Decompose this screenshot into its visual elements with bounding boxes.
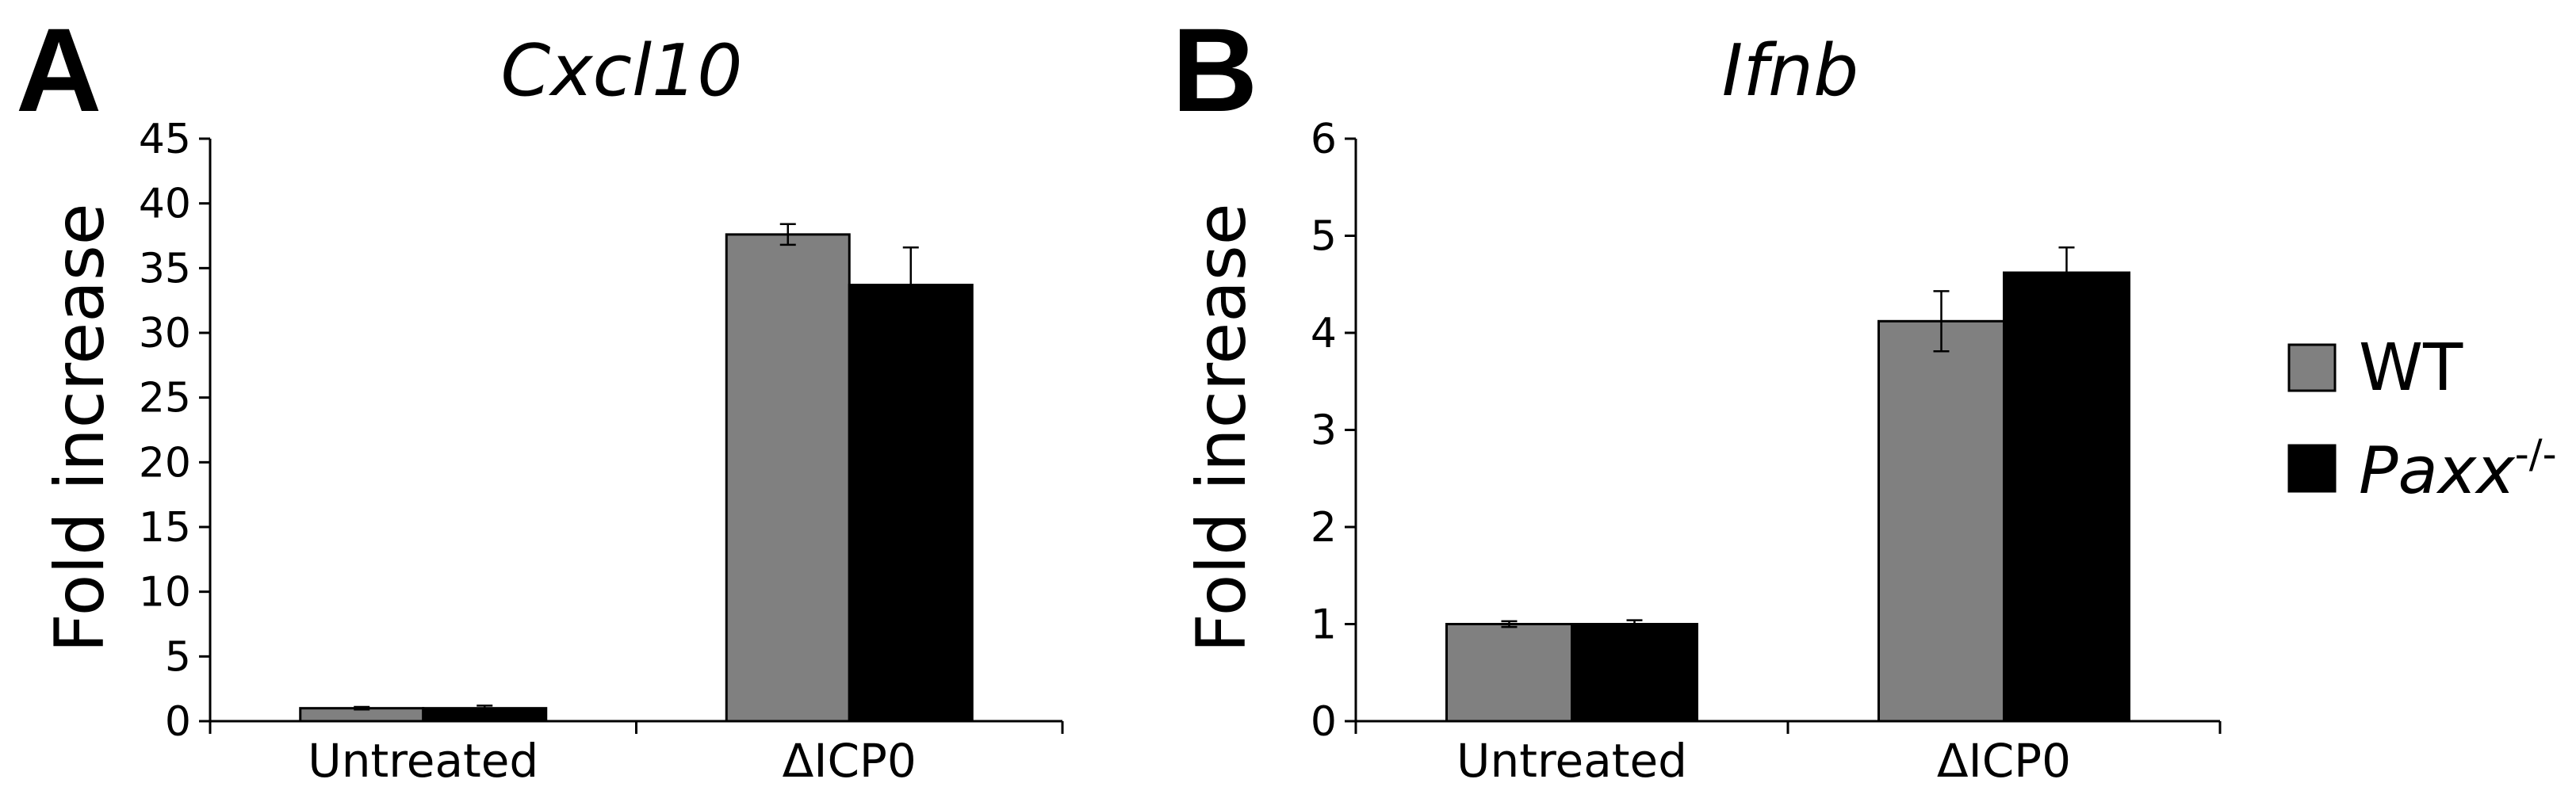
x-tick-label: ΔICP0: [1937, 734, 2071, 788]
panel-b-error-bars: [1501, 246, 2075, 629]
panel-b: B Ifnb Fold increase 0 1 2 3 4 5 6 Untreated ΔI…: [1172, 3, 2222, 788]
y-tick-label: 4: [1311, 310, 1337, 357]
y-tick-label: 2: [1311, 504, 1337, 552]
legend-label-wt: WT: [2359, 330, 2463, 406]
panel-a-y-axis-label: Fold increase: [40, 203, 120, 652]
panel-a-x-ticks: Untreated ΔICP0: [308, 734, 917, 788]
y-tick-label: 20: [139, 439, 191, 487]
error-bar: [477, 705, 493, 712]
y-tick-label: 3: [1311, 407, 1337, 455]
error-bar: [354, 705, 370, 711]
panel-b-bars: [1445, 271, 2130, 723]
x-tick-label: Untreated: [1456, 734, 1687, 788]
panel-b-axes: [1354, 139, 2222, 734]
bar-paxx-dicp0: [2003, 271, 2130, 723]
bar-paxx-dicp0: [848, 284, 974, 723]
error-bar: [902, 246, 919, 324]
panel-b-title: Ifnb: [1722, 29, 1858, 113]
error-bar: [1626, 619, 1643, 629]
legend-label-paxx: Paxx-/-: [2359, 431, 2557, 509]
panel-a-error-bars: [354, 223, 919, 712]
error-bar: [779, 223, 796, 246]
error-bar: [1501, 620, 1518, 628]
legend-label-paxx-name: Paxx: [2359, 433, 2516, 509]
panel-b-x-ticks: Untreated ΔICP0: [1456, 734, 2071, 788]
y-tick-label: 0: [165, 698, 191, 746]
bar-wt-dicp0: [1877, 319, 2005, 723]
y-tick-label: 25: [139, 375, 191, 422]
panel-b-y-axis-label: Fold increase: [1182, 203, 1261, 652]
y-tick-label: 1: [1311, 602, 1337, 649]
y-tick-label: 5: [165, 633, 191, 681]
x-tick-label: ΔICP0: [783, 734, 917, 788]
y-tick-label: 30: [139, 310, 191, 357]
error-bar: [1933, 290, 1950, 353]
y-tick-label: 10: [139, 569, 191, 617]
panel-a-bars: [299, 233, 974, 723]
panel-b-letter: B: [1172, 3, 1257, 136]
panel-a-y-ticks: 0 5 10 15 20 25 30 35 40 45: [139, 116, 210, 746]
y-tick-label: 5: [1311, 213, 1337, 261]
legend-label-paxx-superscript: -/-: [2515, 431, 2557, 477]
y-tick-label: 0: [1311, 698, 1337, 746]
y-tick-label: 6: [1311, 116, 1337, 163]
panel-a-letter: A: [16, 3, 101, 136]
y-tick-label: 40: [139, 181, 191, 228]
y-tick-label: 45: [139, 116, 191, 163]
error-bar: [2058, 246, 2075, 300]
bar-paxx-untreated: [1571, 623, 1698, 723]
bar-wt-untreated: [1445, 623, 1573, 723]
panel-a: A Cxcl10 Fold increase 0 5 10 15 20 25 30 35 40 4…: [16, 3, 1064, 788]
legend-swatch-paxx: [2287, 444, 2337, 493]
panel-a-axes: [209, 139, 1064, 734]
panel-a-title: Cxcl10: [500, 29, 742, 113]
y-tick-label: 15: [139, 504, 191, 552]
legend-swatch-wt: [2287, 343, 2337, 392]
legend: WT Paxx-/-: [2287, 330, 2557, 509]
x-tick-label: Untreated: [308, 734, 538, 788]
bar-wt-dicp0: [725, 233, 851, 723]
y-tick-label: 35: [139, 245, 191, 292]
panel-b-y-ticks: 0 1 2 3 4 5 6: [1311, 116, 1356, 746]
